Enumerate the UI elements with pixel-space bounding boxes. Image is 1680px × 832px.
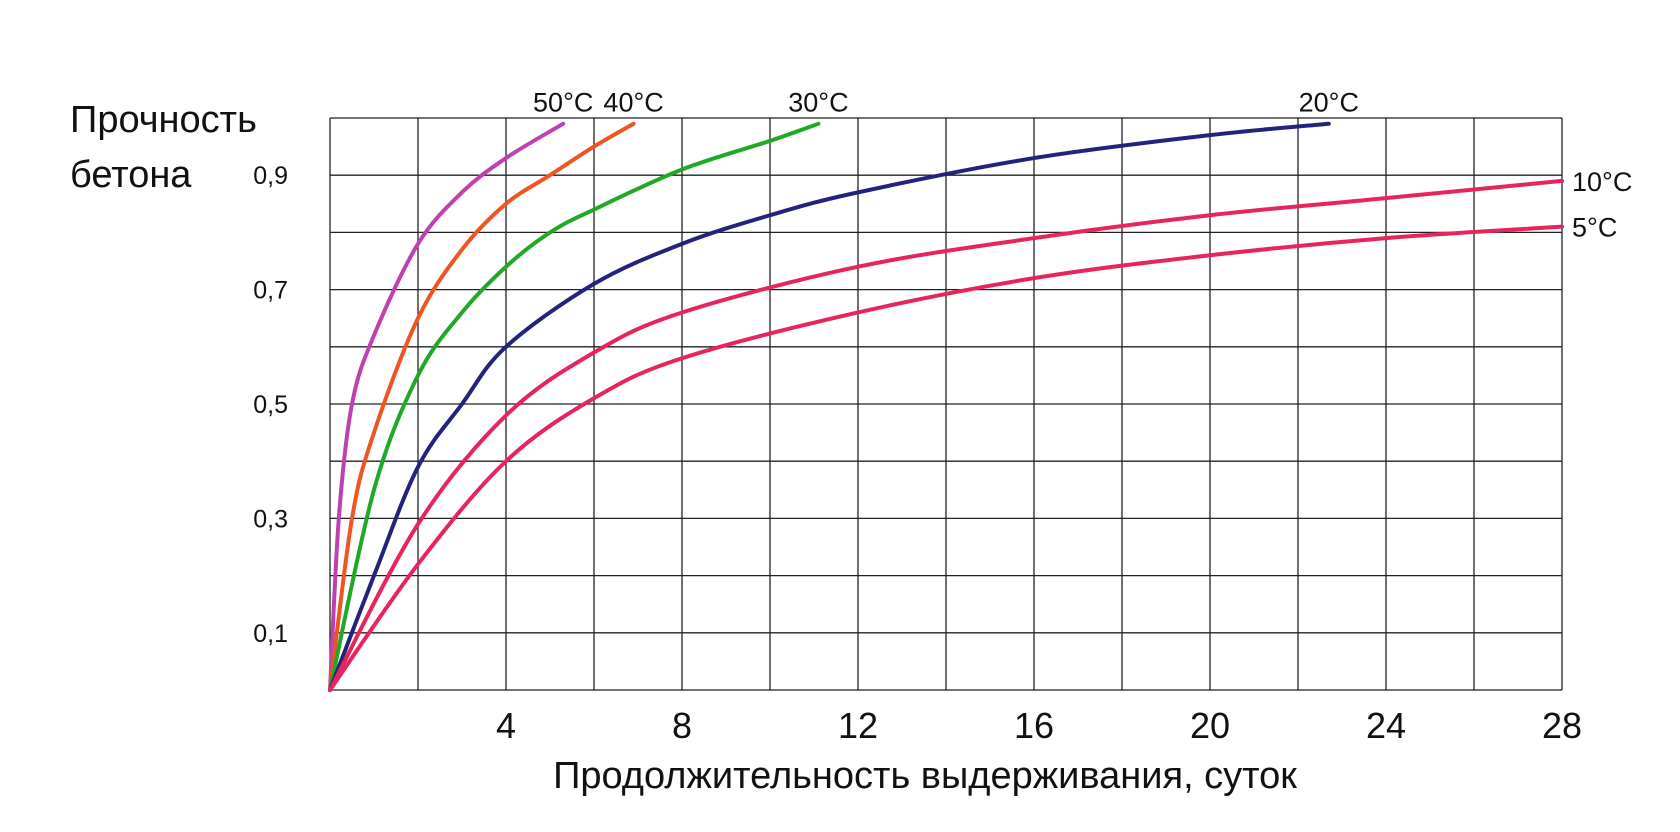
series-line [328, 121, 821, 692]
x-tick-label: 16 [1014, 705, 1054, 746]
x-tick-label: 24 [1366, 705, 1406, 746]
plot-grid [329, 117, 1563, 691]
series-label: 40°C [603, 88, 663, 118]
y-tick-label: 0,3 [253, 505, 288, 533]
series-label: 20°C [1299, 88, 1359, 118]
series-line [328, 121, 636, 692]
x-tick-label: 8 [672, 705, 692, 746]
series-label: 50°C [533, 88, 593, 118]
y-tick-label: 0,7 [253, 277, 288, 305]
series-line [328, 224, 1564, 692]
y-tick-label: 0,9 [253, 162, 288, 190]
series-line [328, 121, 1331, 692]
x-tick-label: 4 [496, 705, 516, 746]
series-label: 5°C [1572, 213, 1617, 243]
y-tick-label: 0,5 [253, 391, 288, 419]
x-tick-label: 12 [838, 705, 878, 746]
y-axis-title-line-1: Прочность [70, 99, 257, 141]
series-curves [328, 121, 1564, 692]
series-label: 10°C [1572, 167, 1632, 197]
x-tick-label: 20 [1190, 705, 1230, 746]
y-axis-title-line-2: бетона [70, 154, 192, 196]
y-axis-title: Прочность бетона [70, 99, 267, 196]
series-label: 30°C [788, 88, 848, 118]
y-tick-labels: 0,1 0,3 0,5 0,7 0,9 [253, 162, 288, 648]
series-line [328, 121, 566, 692]
x-axis-title: Продолжительность выдерживания, суток [553, 755, 1297, 797]
series-labels: 50°C 40°C 30°C 20°C 10°C 5°C [533, 88, 1632, 243]
x-tick-labels: 4 8 12 16 20 24 28 [496, 705, 1582, 746]
y-tick-label: 0,1 [253, 620, 288, 648]
x-tick-label: 28 [1542, 705, 1582, 746]
series-line [328, 178, 1564, 692]
